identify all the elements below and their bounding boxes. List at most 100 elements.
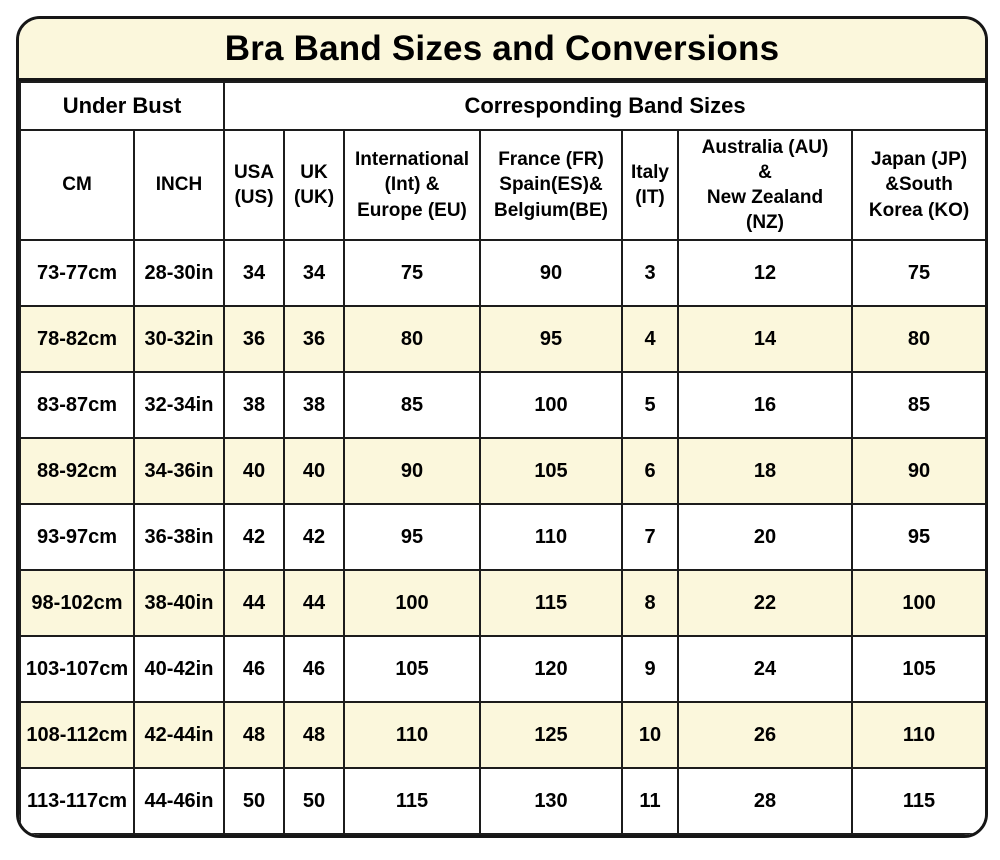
body-cell: 6 bbox=[621, 437, 679, 505]
band-sizes-group-header: Corresponding Band Sizes bbox=[222, 81, 985, 131]
body-cell: 48 bbox=[223, 701, 285, 769]
body-cell: 110 bbox=[479, 503, 623, 571]
body-cell: 93-97cm bbox=[19, 503, 135, 571]
body-cell: 50 bbox=[223, 767, 285, 835]
body-cell: 44 bbox=[223, 569, 285, 637]
column-header: France (FR) Spain(ES)& Belgium(BE) bbox=[479, 129, 623, 241]
table-row: 78-82cm 30-32in 36 36 80 95 4 14 80 bbox=[19, 305, 985, 373]
body-cell: 26 bbox=[677, 701, 853, 769]
table-row: 88-92cm 34-36in 40 40 90 105 6 18 90 bbox=[19, 437, 985, 505]
column-header: Japan (JP) &South Korea (KO) bbox=[850, 129, 985, 241]
column-header: USA (US) bbox=[223, 129, 285, 241]
table-row: 103-107cm 40-42in 46 46 105 120 9 24 105 bbox=[19, 635, 985, 703]
body-cell: 105 bbox=[850, 635, 985, 703]
body-cell: 50 bbox=[283, 767, 345, 835]
body-cell: 115 bbox=[343, 767, 481, 835]
body-cell: 105 bbox=[479, 437, 623, 505]
body-cell: 34 bbox=[283, 239, 345, 307]
body-cell: 28 bbox=[677, 767, 853, 835]
body-cell: 22 bbox=[677, 569, 853, 637]
body-cell: 90 bbox=[479, 239, 623, 307]
body-cell: 75 bbox=[343, 239, 481, 307]
body-cell: 95 bbox=[850, 503, 985, 571]
body-cell: 34-36in bbox=[133, 437, 225, 505]
body-cell: 4 bbox=[621, 305, 679, 373]
column-header: UK (UK) bbox=[283, 129, 345, 241]
body-cell: 11 bbox=[621, 767, 679, 835]
body-cell: 110 bbox=[343, 701, 481, 769]
body-cell: 120 bbox=[479, 635, 623, 703]
body-cell: 100 bbox=[343, 569, 481, 637]
body-cell: 38-40in bbox=[133, 569, 225, 637]
table-row: 113-117cm 44-46in 50 50 115 130 11 28 115 bbox=[19, 767, 985, 835]
column-header: INCH bbox=[133, 129, 225, 241]
body-cell: 7 bbox=[621, 503, 679, 571]
body-cell: 115 bbox=[850, 767, 985, 835]
column-header-row: CM INCH USA (US) UK (UK) International (Int)… bbox=[19, 129, 985, 241]
body-cell: 14 bbox=[677, 305, 853, 373]
table-row: 73-77cm 28-30in 34 34 75 90 3 12 75 bbox=[19, 239, 985, 307]
page-title: Bra Band Sizes and Conversions bbox=[19, 19, 985, 81]
column-header: CM bbox=[19, 129, 135, 241]
body-cell: 30-32in bbox=[133, 305, 225, 373]
table-row: 83-87cm 32-34in 38 38 85 100 5 16 85 bbox=[19, 371, 985, 439]
body-cell: 98-102cm bbox=[19, 569, 135, 637]
body-cell: 10 bbox=[621, 701, 679, 769]
body-cell: 5 bbox=[621, 371, 679, 439]
table-row: 98-102cm 38-40in 44 44 100 115 8 22 100 bbox=[19, 569, 985, 637]
body-cell: 32-34in bbox=[133, 371, 225, 439]
table-row: 93-97cm 36-38in 42 42 95 110 7 20 95 bbox=[19, 503, 985, 571]
body-cell: 46 bbox=[283, 635, 345, 703]
column-header: International (Int) & Europe (EU) bbox=[343, 129, 481, 241]
body-cell: 44 bbox=[283, 569, 345, 637]
body-cell: 95 bbox=[479, 305, 623, 373]
body-cell: 105 bbox=[343, 635, 481, 703]
body-cell: 85 bbox=[343, 371, 481, 439]
table-body: 73-77cm 28-30in 34 34 75 90 3 12 75 78-82cm 30-32i… bbox=[19, 239, 985, 835]
body-cell: 36 bbox=[283, 305, 345, 373]
body-cell: 95 bbox=[343, 503, 481, 571]
body-cell: 8 bbox=[621, 569, 679, 637]
body-cell: 113-117cm bbox=[19, 767, 135, 835]
body-cell: 42-44in bbox=[133, 701, 225, 769]
body-cell: 46 bbox=[223, 635, 285, 703]
body-cell: 88-92cm bbox=[19, 437, 135, 505]
body-cell: 36 bbox=[223, 305, 285, 373]
body-cell: 110 bbox=[850, 701, 985, 769]
body-cell: 73-77cm bbox=[19, 239, 135, 307]
body-cell: 85 bbox=[850, 371, 985, 439]
body-cell: 20 bbox=[677, 503, 853, 571]
body-cell: 103-107cm bbox=[19, 635, 135, 703]
body-cell: 78-82cm bbox=[19, 305, 135, 373]
body-cell: 90 bbox=[343, 437, 481, 505]
body-cell: 42 bbox=[223, 503, 285, 571]
group-header-row: Under Bust Corresponding Band Sizes bbox=[19, 81, 985, 131]
body-cell: 108-112cm bbox=[19, 701, 135, 769]
column-header: Italy (IT) bbox=[621, 129, 679, 241]
body-cell: 44-46in bbox=[133, 767, 225, 835]
body-cell: 38 bbox=[223, 371, 285, 439]
body-cell: 125 bbox=[479, 701, 623, 769]
body-cell: 9 bbox=[621, 635, 679, 703]
body-cell: 34 bbox=[223, 239, 285, 307]
body-cell: 16 bbox=[677, 371, 853, 439]
body-cell: 40-42in bbox=[133, 635, 225, 703]
body-cell: 83-87cm bbox=[19, 371, 135, 439]
body-cell: 80 bbox=[343, 305, 481, 373]
conversion-table-card: Bra Band Sizes and Conversions Under Bus… bbox=[16, 16, 988, 838]
table-head: Under Bust Corresponding Band Sizes CM IN… bbox=[19, 81, 985, 241]
body-cell: 90 bbox=[850, 437, 985, 505]
body-cell: 3 bbox=[621, 239, 679, 307]
body-cell: 40 bbox=[283, 437, 345, 505]
table-row: 108-112cm 42-44in 48 48 110 125 10 26 110 bbox=[19, 701, 985, 769]
under-bust-group-header: Under Bust bbox=[19, 81, 225, 131]
body-cell: 115 bbox=[479, 569, 623, 637]
body-cell: 100 bbox=[850, 569, 985, 637]
body-cell: 40 bbox=[223, 437, 285, 505]
body-cell: 28-30in bbox=[133, 239, 225, 307]
body-cell: 38 bbox=[283, 371, 345, 439]
conversion-table: Under Bust Corresponding Band Sizes CM IN… bbox=[19, 81, 985, 835]
body-cell: 24 bbox=[677, 635, 853, 703]
body-cell: 12 bbox=[677, 239, 853, 307]
